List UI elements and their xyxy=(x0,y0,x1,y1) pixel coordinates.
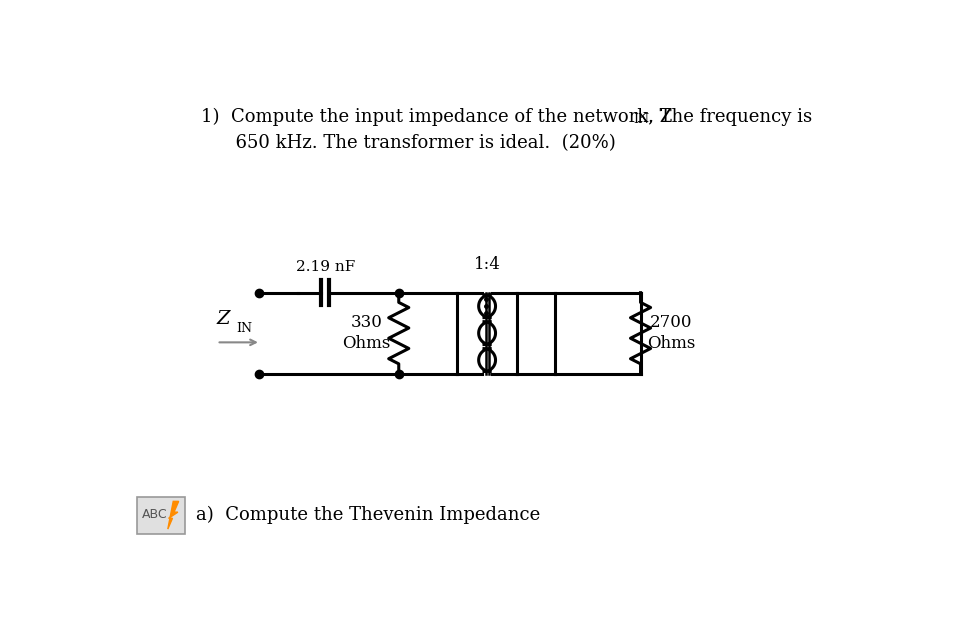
Text: a)  Compute the Thevenin Impedance: a) Compute the Thevenin Impedance xyxy=(195,506,540,524)
Text: Ohms: Ohms xyxy=(648,335,696,352)
Polygon shape xyxy=(168,501,178,529)
Text: 1)  Compute the input impedance of the network, Z: 1) Compute the input impedance of the ne… xyxy=(201,108,673,126)
Text: Z: Z xyxy=(217,310,230,328)
Text: Ohms: Ohms xyxy=(342,335,391,352)
Text: IN: IN xyxy=(633,113,649,127)
Text: 2.19 nF: 2.19 nF xyxy=(295,260,354,274)
Text: 1:4: 1:4 xyxy=(473,256,500,273)
Text: IN: IN xyxy=(236,322,252,335)
FancyBboxPatch shape xyxy=(137,497,185,534)
Text: 650 kHz. The transformer is ideal.  (20%): 650 kHz. The transformer is ideal. (20%) xyxy=(201,134,616,152)
Text: ABC: ABC xyxy=(142,508,168,521)
Text: . The frequency is: . The frequency is xyxy=(649,108,812,126)
Text: 330: 330 xyxy=(351,314,382,331)
Text: 2700: 2700 xyxy=(650,314,693,331)
